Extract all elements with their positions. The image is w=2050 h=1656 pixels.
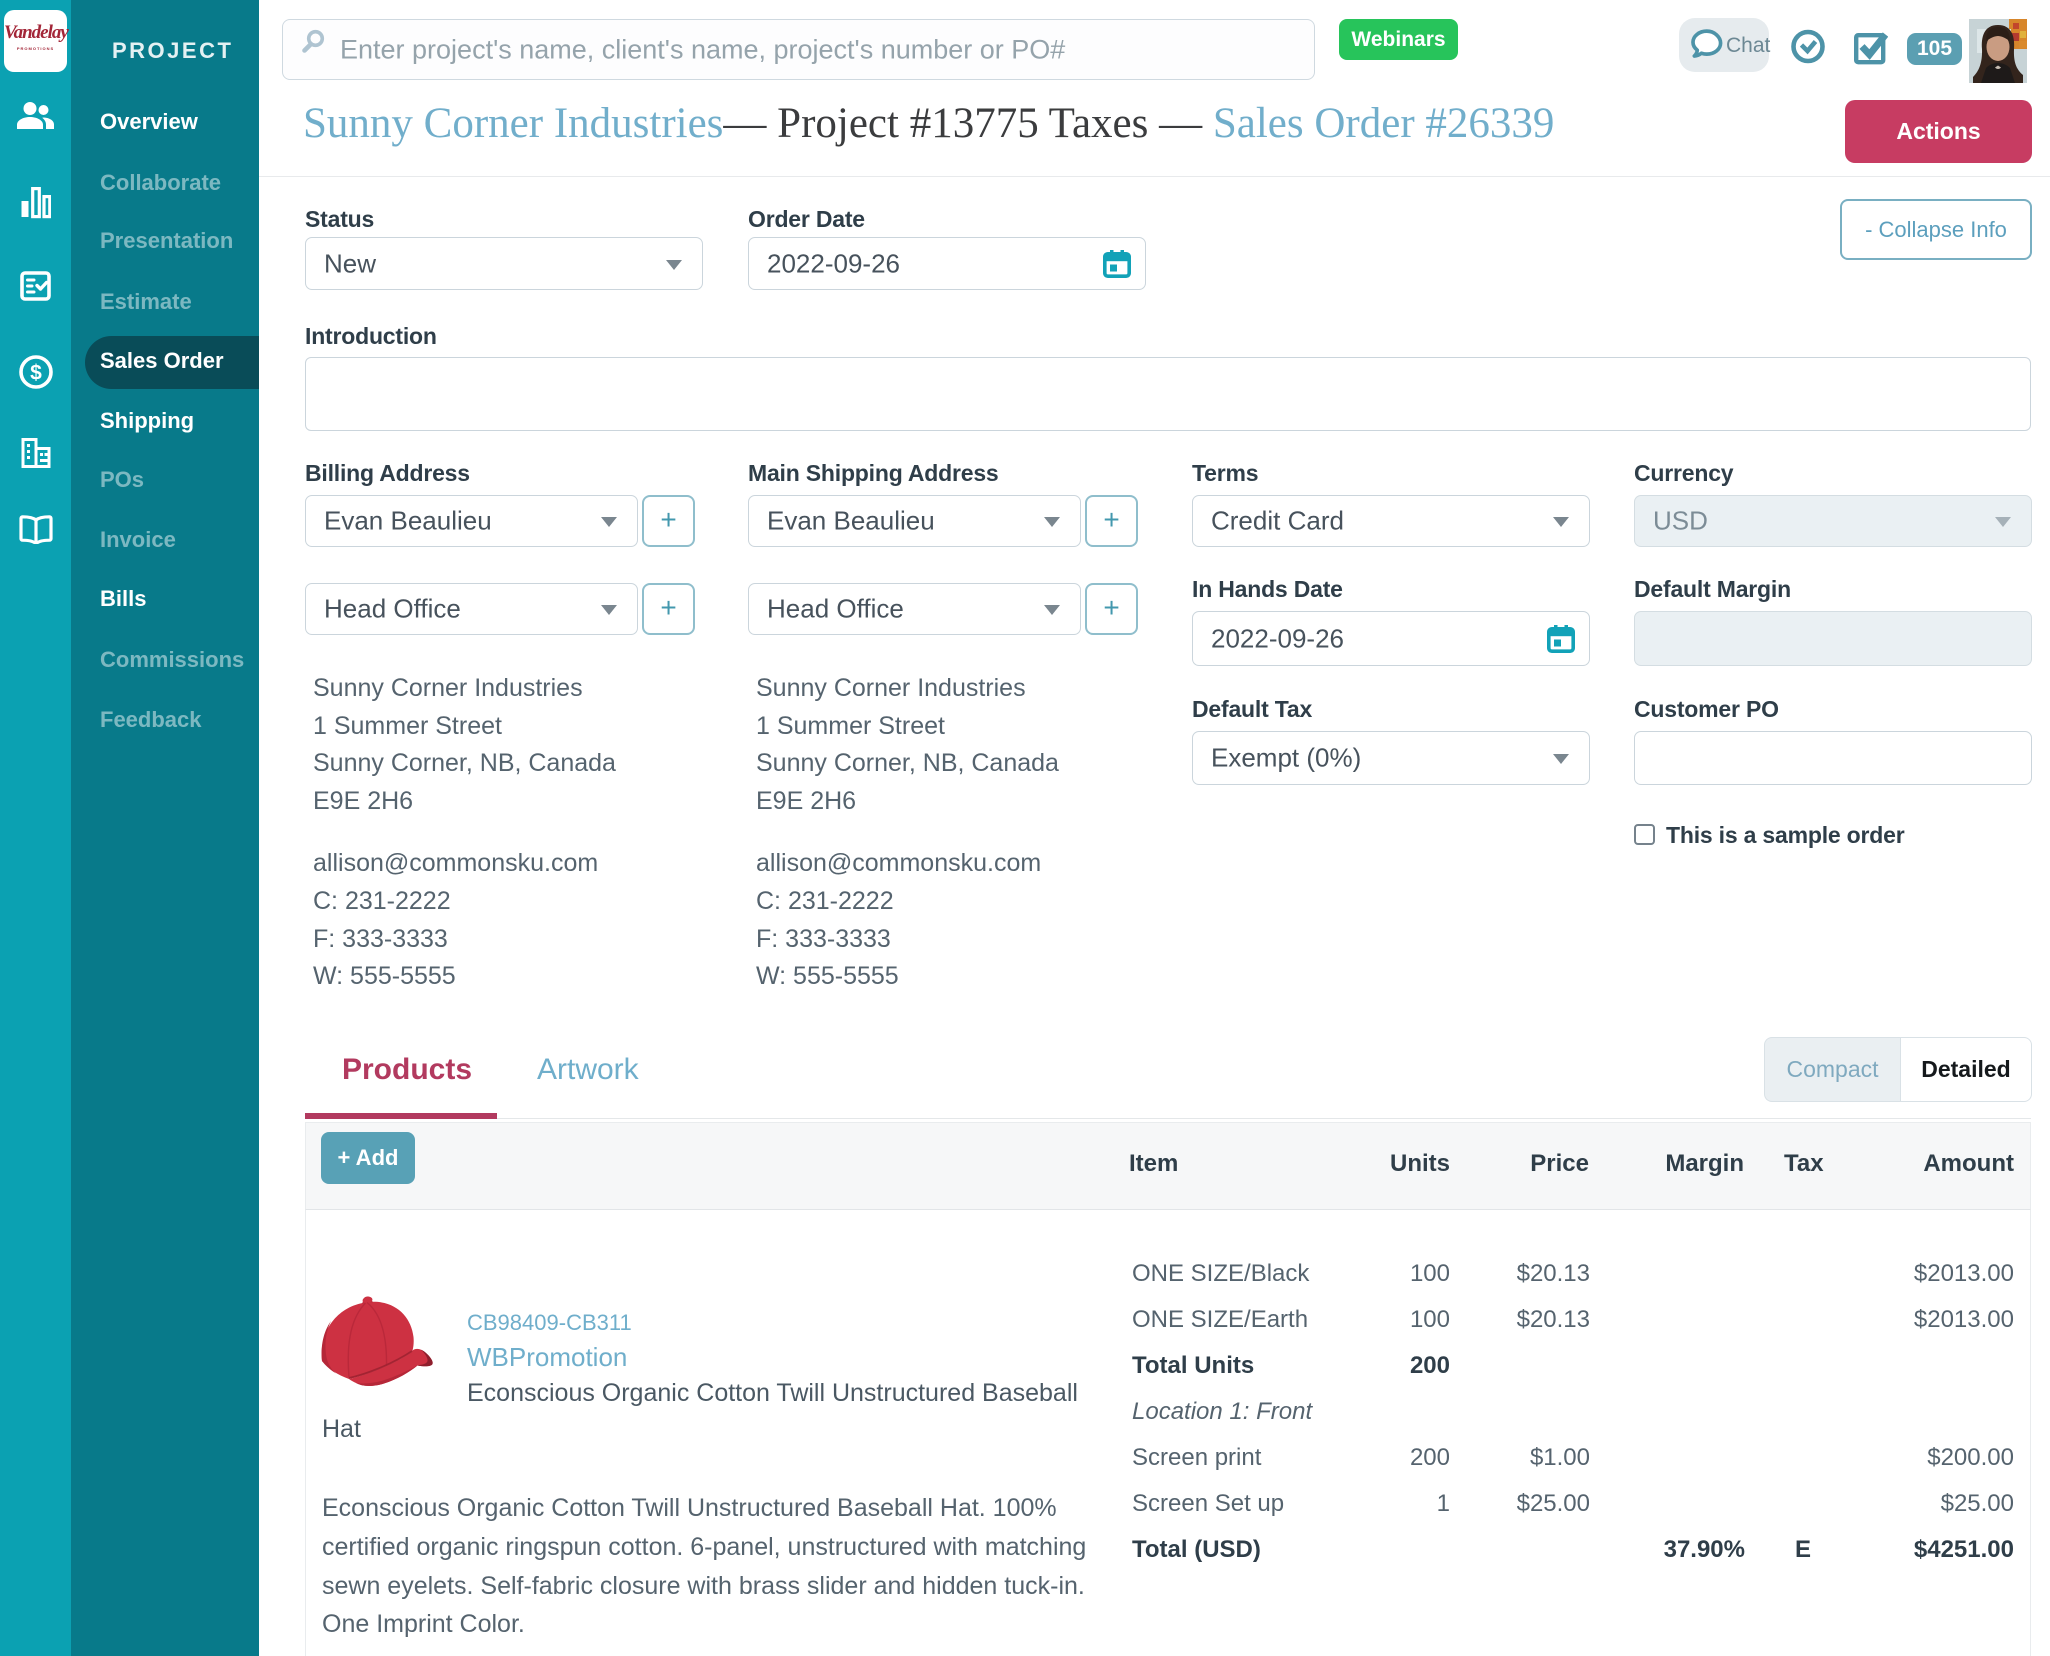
svg-text:$: $ xyxy=(30,362,42,385)
